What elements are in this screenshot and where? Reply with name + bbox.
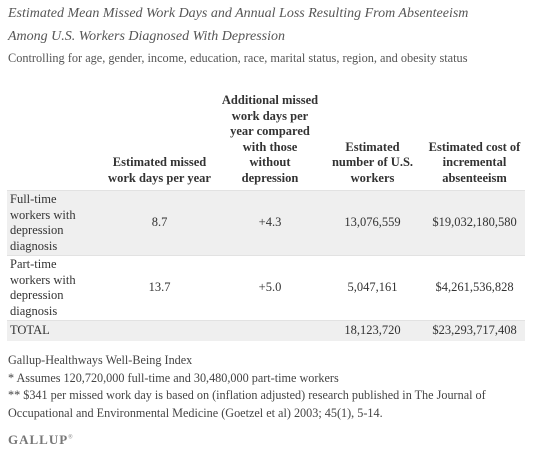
chart-subtitle: Controlling for age, gender, income, edu…: [8, 51, 468, 65]
gallup-logo: GALLUP®: [8, 432, 73, 448]
table-cell: $4,261,536,828: [424, 255, 525, 321]
logo-text: GALLUP: [8, 432, 69, 447]
column-header: Estimated number of U.S. workers: [331, 139, 414, 185]
table-cell: 5,047,161: [321, 255, 424, 321]
table-row: Full-time workers with depression diagno…: [7, 190, 525, 256]
column-header: Estimated missed work days per year: [108, 155, 211, 185]
data-table: Estimated missed work days per year Addi…: [7, 82, 525, 341]
row-label: Full-time workers with depression diagno…: [7, 190, 100, 256]
table-cell: $19,032,180,580: [424, 190, 525, 256]
table-row: Part-time workers with depression diagno…: [7, 255, 525, 321]
table-row-total: TOTAL 18,123,720 $23,293,717,408: [7, 320, 525, 341]
table-cell: $23,293,717,408: [424, 320, 525, 341]
row-label: Part-time workers with depression diagno…: [7, 255, 100, 321]
column-header: Additional missed work days per year com…: [221, 93, 319, 185]
footnotes: Gallup-Healthways Well-Being Index * Ass…: [8, 352, 528, 422]
table-cell: +5.0: [219, 255, 321, 321]
chart-title: Estimated Mean Missed Work Days and Annu…: [8, 2, 528, 48]
source-note: Gallup-Healthways Well-Being Index: [8, 353, 193, 367]
registered-mark: ®: [68, 434, 73, 441]
column-header: [7, 82, 100, 191]
table-cell: 8.7: [100, 190, 219, 256]
table-cell: [100, 320, 219, 341]
table-cell: +4.3: [219, 190, 321, 256]
table-cell: 13.7: [100, 255, 219, 321]
chart-title-line2: Among U.S. Workers Diagnosed With Depres…: [8, 29, 286, 44]
table-header-row: Estimated missed work days per year Addi…: [7, 82, 525, 191]
footnote: * Assumes 120,720,000 full-time and 30,4…: [8, 370, 339, 385]
table-cell: 18,123,720: [321, 320, 424, 341]
row-label: TOTAL: [7, 320, 100, 341]
chart-title-line1: Estimated Mean Missed Work Days and Annu…: [8, 6, 469, 21]
column-header: Estimated cost of incremental absenteeis…: [428, 139, 521, 185]
footnote: ** $341 per missed work day is based on …: [8, 388, 486, 420]
table-cell: 13,076,559: [321, 190, 424, 256]
table-cell: [219, 320, 321, 341]
